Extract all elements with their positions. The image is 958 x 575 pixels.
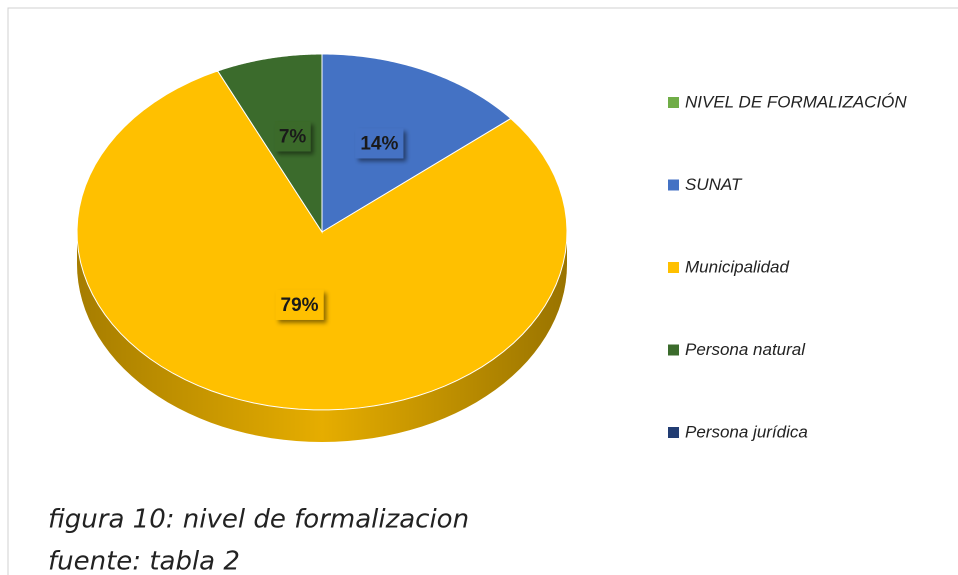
slice [76,70,568,411]
data-label-box [274,121,311,152]
legend-label: NIVEL DE FORMALIZACIÓN [685,92,907,111]
caption: figura 10: nivel de formalizacion [48,505,469,535]
data-label-box [355,128,404,159]
data-label-text: 79% [281,295,319,316]
legend-swatch [668,97,679,108]
data-label: 7% [274,121,311,152]
legend-label: Persona jurídica [685,422,808,441]
data-label: 14% [355,128,404,159]
legend-swatch [668,179,679,191]
data-label: 79% [275,289,324,320]
slice [321,53,512,233]
legend-swatch [668,344,679,356]
legend-label: Municipalidad [685,257,789,276]
legend-label: SUNAT [685,175,743,194]
legend-label: Persona natural [685,340,806,359]
data-label-text: 14% [360,133,398,154]
chart-border [7,7,958,575]
caption: fuente: tabla 2 [48,547,240,575]
data-label-box [275,289,324,320]
data-label-text: 7% [279,126,307,147]
legend-swatch [668,427,679,438]
slice-side-shade [77,232,567,442]
legend-swatch [668,262,679,273]
slice [216,53,323,234]
